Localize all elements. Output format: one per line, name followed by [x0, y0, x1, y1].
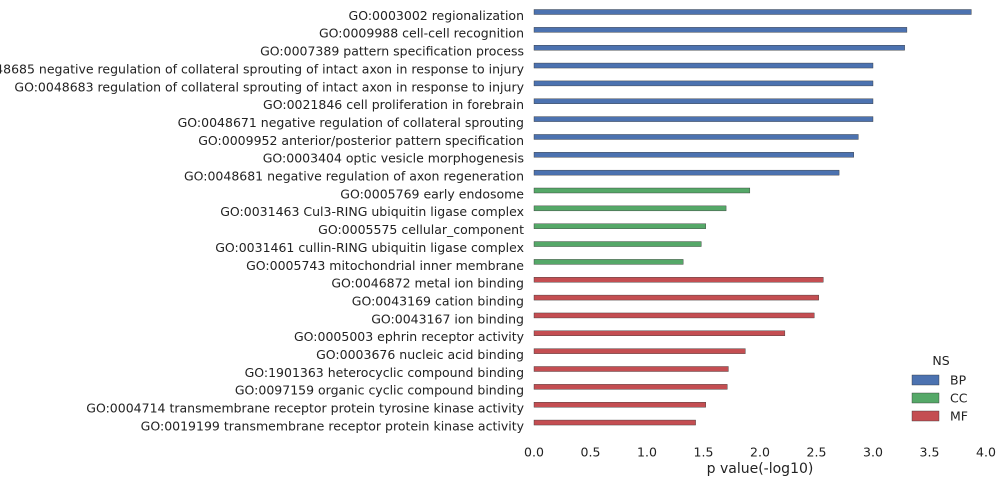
- legend-title: NS: [932, 353, 949, 368]
- category-label: GO:0003002 regionalization: [349, 8, 524, 23]
- x-axis-ticks: 0.0 0.5 1.0 1.5 2.0 2.5 3.0 3.5 4.0: [524, 444, 996, 459]
- category-label: GO:0005003 ephrin receptor activity: [294, 329, 525, 344]
- legend-label-cc: CC: [950, 390, 968, 405]
- bar-mf: [533, 277, 824, 283]
- bar-mf: [533, 294, 819, 301]
- category-label: GO:0019199 transmembrane receptor protei…: [141, 418, 525, 433]
- bar-cc: [533, 259, 684, 265]
- bar-bp: [533, 45, 905, 51]
- category-label: GO:0003404 optic vesicle morphogenesis: [263, 151, 524, 166]
- bar-bp: [533, 169, 840, 176]
- category-label: GO:0004714 transmembrane receptor protei…: [86, 401, 524, 416]
- category-label: GO:0031463 Cul3-RING ubiquitin ligase co…: [220, 204, 524, 219]
- bar-cc: [533, 223, 706, 229]
- bar-bp: [533, 62, 874, 69]
- bar-bp: [533, 9, 972, 15]
- legend-swatch-bp: [911, 374, 940, 386]
- category-label: GO:0048681 negative regulation of axon r…: [184, 169, 524, 184]
- category-label: GO:1901363 heterocyclic compound binding: [245, 365, 524, 380]
- category-label: GO:0005743 mitochondrial inner membrane: [246, 258, 524, 273]
- category-label: GO:0021846 cell proliferation in forebra…: [263, 97, 524, 112]
- category-label: GO:0048671 negative regulation of collat…: [178, 115, 524, 130]
- legend-swatch-mf: [911, 410, 940, 422]
- x-axis-title: p value(-log10): [707, 461, 814, 477]
- legend: NS BP CC MF: [911, 353, 968, 423]
- bar-cc: [533, 187, 751, 194]
- bars-group: [533, 9, 972, 426]
- bar-mf: [533, 402, 706, 408]
- category-label: GO:0003676 nucleic acid binding: [316, 347, 524, 362]
- category-label: GO:0048683 regulation of collateral spro…: [14, 79, 524, 94]
- bar-bp: [533, 27, 908, 33]
- x-tick-label: 4.0: [976, 444, 996, 459]
- bar-bp: [533, 116, 874, 122]
- x-tick-label: 0.0: [524, 444, 544, 459]
- bar-mf: [533, 348, 746, 354]
- legend-label-mf: MF: [950, 408, 968, 423]
- bar-mf: [533, 419, 696, 426]
- bar-mf: [533, 366, 729, 372]
- bar-cc: [533, 205, 727, 212]
- x-tick-label: 0.5: [581, 444, 601, 459]
- category-label: GO:0031461 cullin-RING ubiquitin ligase …: [215, 240, 524, 255]
- x-tick-label: 3.0: [863, 444, 883, 459]
- bar-bp: [533, 134, 859, 140]
- x-tick-label: 3.5: [920, 444, 940, 459]
- x-tick-label: 1.0: [637, 444, 657, 459]
- x-tick-label: 2.0: [750, 444, 770, 459]
- category-label: GO:0005769 early endosome: [340, 186, 524, 201]
- category-label: GO:0097159 organic cyclic compound bindi…: [235, 383, 524, 398]
- bar-bp: [533, 98, 874, 104]
- category-label: GO:0046872 metal ion binding: [331, 276, 524, 291]
- bar-bp: [533, 152, 854, 158]
- legend-swatch-cc: [911, 392, 940, 404]
- category-label: GO:0007389 pattern specification process: [260, 44, 524, 59]
- x-tick-label: 1.5: [694, 444, 714, 459]
- category-label: GO:0043167 ion binding: [371, 311, 524, 326]
- legend-label-bp: BP: [950, 372, 967, 387]
- bar-mf: [533, 330, 786, 336]
- category-label: GO:0009988 cell-cell recognition: [319, 26, 524, 41]
- bar-mf: [533, 384, 728, 390]
- x-tick-label: 2.5: [807, 444, 827, 459]
- bar-cc: [533, 241, 702, 247]
- category-label: GO:0048685 negative regulation of collat…: [0, 61, 525, 76]
- category-labels: GO:0003002 regionalization GO:0009988 cel…: [0, 8, 525, 434]
- category-label: GO:0005575 cellular_component: [318, 222, 524, 237]
- category-label: GO:0043169 cation binding: [352, 293, 524, 308]
- bar-mf: [533, 312, 815, 319]
- bar-bp: [533, 80, 874, 87]
- category-label: GO:0009952 anterior/posterior pattern sp…: [198, 133, 524, 148]
